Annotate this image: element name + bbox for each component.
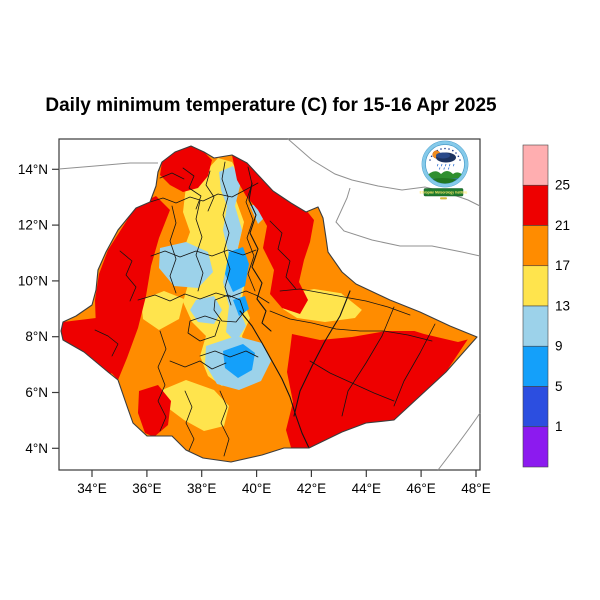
regions-21-25 <box>61 146 468 451</box>
legend-swatch <box>522 184 549 226</box>
x-tick-label: 42°E <box>297 481 326 496</box>
legend-label: 17 <box>555 258 570 273</box>
x-tick-label: 46°E <box>406 481 435 496</box>
y-tick-label: 6°N <box>25 385 48 400</box>
x-tick-label: 44°E <box>352 481 381 496</box>
x-tick-label: 34°E <box>77 481 106 496</box>
ethiopia-temperature-fills <box>61 146 477 462</box>
chart-title: Daily minimum temperature (C) for 15-16 … <box>45 95 497 116</box>
legend-swatch <box>522 386 549 428</box>
legend-label: 13 <box>555 298 570 313</box>
legend-swatch <box>522 305 549 347</box>
cloud-highlight <box>436 152 450 159</box>
legend-label: 9 <box>555 339 563 354</box>
ethiopia-outline <box>60 145 478 463</box>
logo-banner-text: Ethiopian Meteorology Institute <box>420 191 468 195</box>
y-tick-label: 12°N <box>18 218 48 233</box>
x-tick-label: 48°E <box>461 481 490 496</box>
plot-frame <box>58 138 481 471</box>
region-ne-border-17-21 <box>319 238 477 342</box>
legend-swatch <box>522 345 549 387</box>
neighbor-country-borders <box>58 138 481 471</box>
logo-emblem <box>440 197 447 200</box>
legend-label: 25 <box>555 178 570 193</box>
x-tick-label: 36°E <box>132 481 161 496</box>
x-axis: 34°E 36°E 38°E 40°E 42°E 44°E 46°E 48°E <box>77 470 491 496</box>
x-tick-label: 40°E <box>242 481 271 496</box>
legend-label: 5 <box>555 379 563 394</box>
legend-swatch <box>522 426 549 468</box>
y-tick-label: 8°N <box>25 329 48 344</box>
y-tick-label: 14°N <box>18 162 48 177</box>
y-axis: 14°N 12°N 10°N 8°N 6°N 4°N <box>18 162 59 456</box>
legend-label: 21 <box>555 218 570 233</box>
legend-swatch <box>522 265 549 307</box>
legend-swatch <box>522 225 549 267</box>
x-tick-label: 38°E <box>187 481 216 496</box>
admin-zone-boundaries <box>94 161 436 457</box>
logo-blue-ring <box>422 141 468 187</box>
color-legend: 25 21 17 13 9 5 1 <box>522 144 570 468</box>
legend-label: 1 <box>555 419 563 434</box>
legend-swatch <box>522 144 549 186</box>
y-tick-label: 4°N <box>25 441 48 456</box>
y-tick-label: 10°N <box>18 273 48 288</box>
rain-icon <box>436 163 455 170</box>
logo-banner <box>423 188 464 197</box>
emi-logo: Ethiopian Meteorology Institute <box>420 140 469 200</box>
